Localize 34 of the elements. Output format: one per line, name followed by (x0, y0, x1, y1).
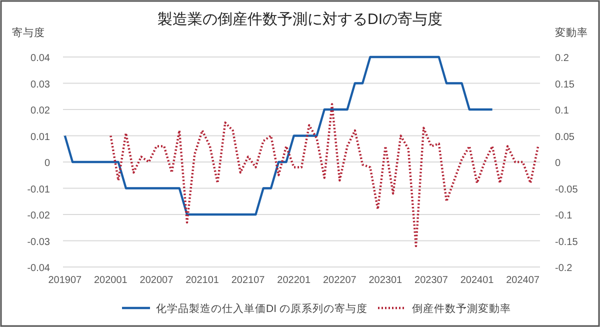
y2-tick-label: -0.15 (555, 236, 578, 248)
y-tick-label: 0 (44, 158, 50, 169)
chart-title: 製造業の倒産件数予測に対するDIの寄与度 (158, 11, 442, 28)
y2-tick-label: 0.1 (555, 106, 570, 116)
y-tick-label: 0.01 (30, 132, 50, 143)
x-tick-label: 202201 (277, 275, 311, 286)
legend-label: 倒産件数予測変動率 (412, 302, 511, 315)
y-tick-label: -0.03 (27, 236, 50, 248)
y-tick-label: -0.01 (27, 184, 50, 196)
x-tick-label: 201907 (48, 275, 82, 286)
x-tick-label: 202307 (414, 275, 448, 286)
y2-tick-label: -0.2 (555, 263, 573, 274)
x-tick-label: 202001 (94, 275, 128, 286)
legend-label: 化学品製造の仕入単価DI の原系列の寄与度 (156, 302, 368, 315)
x-tick-label: 202301 (368, 275, 403, 286)
y2-tick-label: 0.2 (555, 53, 570, 64)
x-tick-label: 202407 (506, 275, 540, 286)
y2-axis-title: 変動率 (555, 26, 588, 39)
y2-tick-label: 0.05 (555, 132, 575, 143)
y2-tick-label: 0.15 (555, 79, 575, 90)
y-tick-label: 0.03 (30, 79, 50, 90)
y-tick-label: 0.04 (30, 53, 50, 64)
y-axis-title: 寄与度 (12, 26, 45, 39)
y-tick-label: -0.02 (27, 210, 50, 222)
y2-tick-label: -0.05 (555, 184, 578, 196)
x-tick-label: 202401 (460, 275, 494, 286)
y2-tick-label: -0.1 (555, 210, 573, 222)
y-tick-label: 0.02 (30, 106, 50, 116)
x-tick-label: 202107 (231, 275, 266, 286)
x-tick-label: 202207 (322, 275, 357, 286)
y2-tick-label: 0 (555, 158, 561, 169)
x-tick-label: 202101 (186, 275, 220, 286)
y-tick-label: -0.04 (27, 263, 50, 274)
x-tick-label: 202007 (140, 275, 174, 286)
